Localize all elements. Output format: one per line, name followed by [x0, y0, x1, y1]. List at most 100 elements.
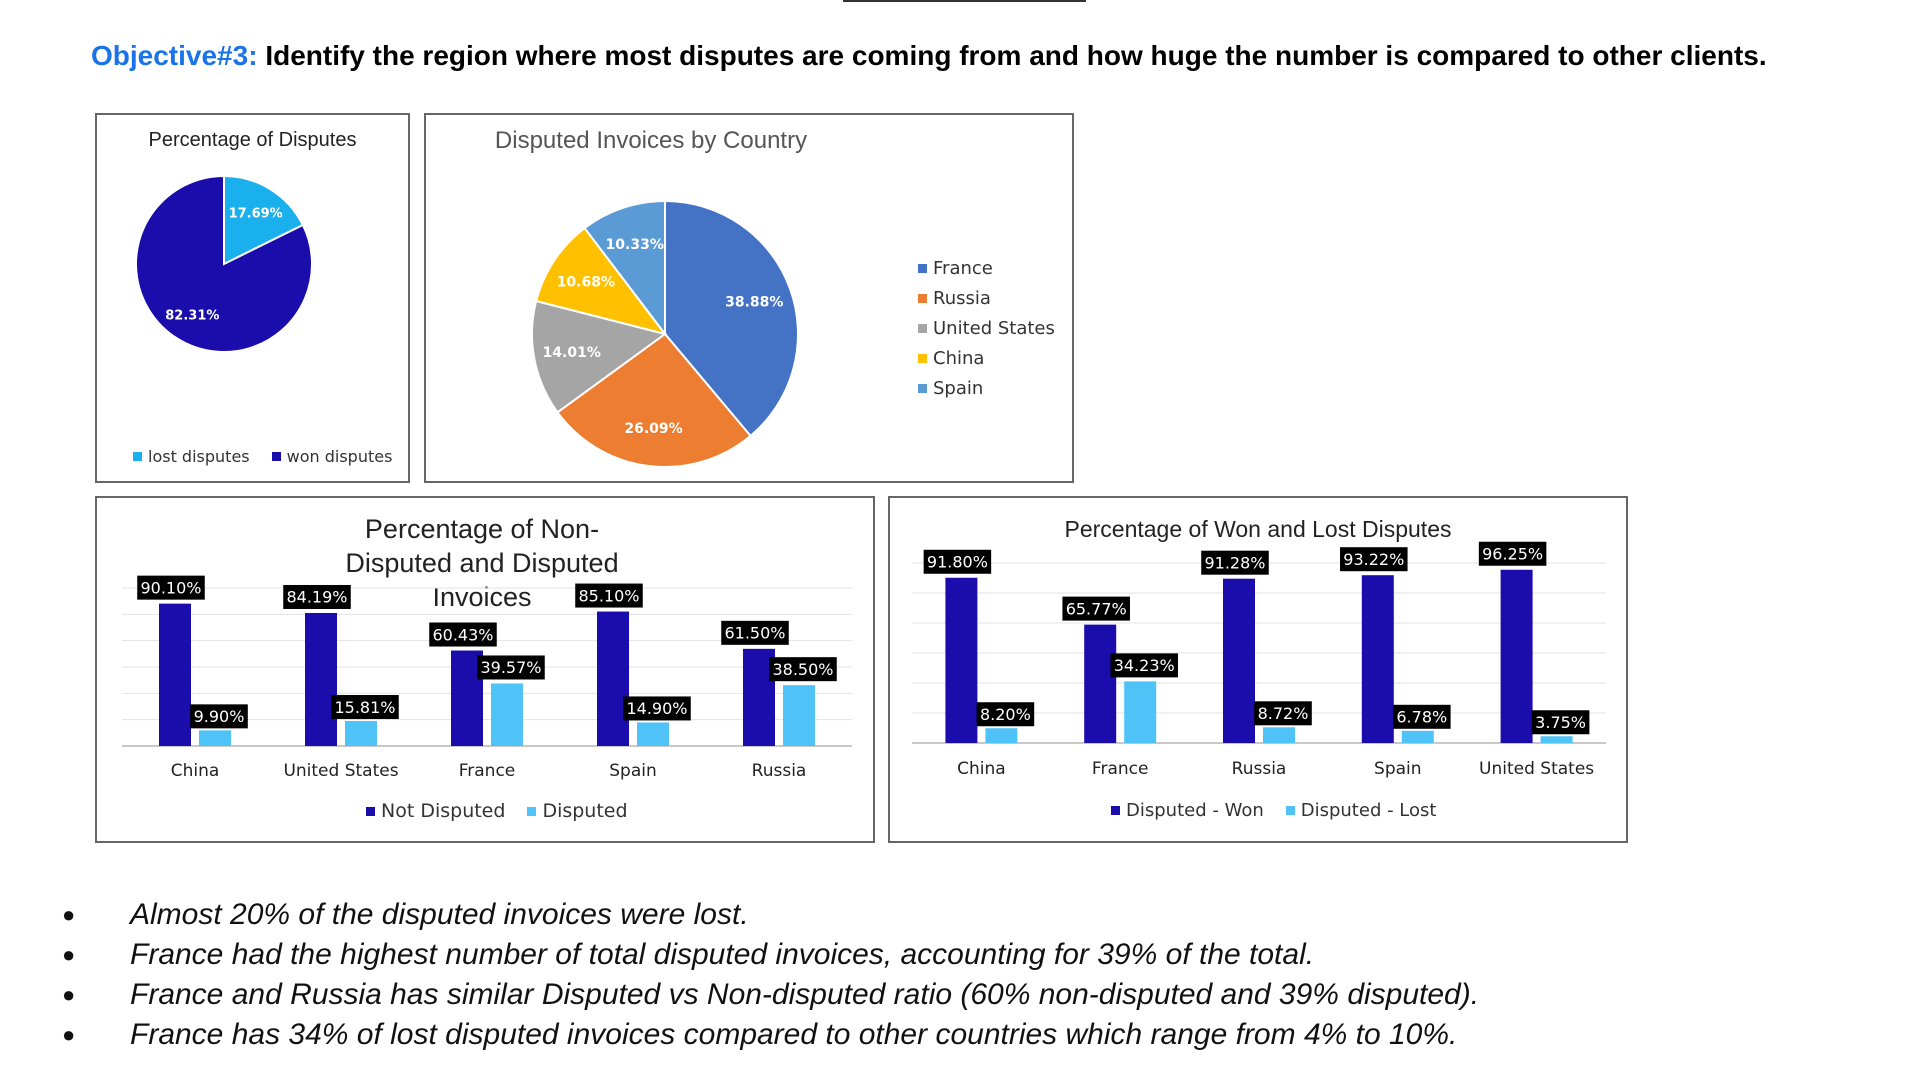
bar-disputed-lost-france: [1124, 681, 1157, 743]
top-rule: [843, 0, 1086, 2]
category-label-france: France: [1092, 759, 1149, 779]
legend-item-france: France: [918, 258, 1055, 279]
chart-title: Percentage of Non-Disputed and Disputed …: [345, 514, 619, 612]
category-label-spain: Spain: [1374, 759, 1422, 779]
data-label-box: [976, 702, 1035, 727]
data-label-disputed-lost-china: 8.20%: [976, 702, 1035, 727]
legend-label: lost disputes: [148, 447, 250, 466]
data-label-text: 15.81%: [334, 698, 395, 717]
data-label-text: 65.77%: [1066, 599, 1127, 618]
slice-label-china: 10.68%: [557, 274, 615, 290]
legend-swatch: [918, 324, 927, 333]
legend-item-not-disputed: Not Disputed: [366, 800, 505, 822]
legend-label: Disputed: [542, 800, 628, 822]
chart-title: Disputed Invoices by Country: [494, 127, 808, 154]
category-label-russia: Russia: [1232, 759, 1287, 779]
legend-item-united-states: United States: [918, 318, 1055, 339]
data-label-box: [769, 657, 837, 682]
pie-slice-china: [534, 226, 668, 336]
legend-swatch: [1285, 806, 1295, 815]
data-label-box: [477, 655, 545, 680]
data-label-disputed-lost-russia: 8.72%: [1254, 701, 1312, 726]
data-label-box: [429, 622, 497, 647]
slice-label-russia: 26.09%: [624, 421, 682, 437]
bar-disputed-lost-russia: [1263, 727, 1295, 743]
chart-legend: France Russia United States China Spain: [918, 258, 1055, 408]
category-label-china: China: [957, 759, 1006, 779]
legend-label: Disputed - Won: [1126, 800, 1264, 821]
bar-disputed-won-spain: [1361, 575, 1394, 743]
insight-item: France has 34% of lost disputed invoices…: [58, 1015, 1479, 1055]
insight-item: Almost 20% of the disputed invoices were…: [58, 895, 1479, 935]
data-label-text: 34.23%: [1114, 656, 1175, 675]
data-label-disputed-france: 39.57%: [477, 655, 545, 680]
data-label-text: 8.72%: [1258, 704, 1309, 723]
data-label-text: 61.50%: [724, 624, 785, 643]
data-label-disputed-lost-france: 34.23%: [1110, 653, 1178, 678]
data-label-box: [283, 584, 351, 609]
data-label-disputed-china: 9.90%: [190, 704, 248, 729]
insight-item: France and Russia has similar Disputed v…: [58, 975, 1479, 1015]
legend-swatch: [918, 264, 927, 273]
data-label-text: 39.57%: [480, 658, 541, 677]
pie-chart-percentage-of-disputes: Percentage of Disputes 17.69% 82.31% lost…: [95, 113, 410, 483]
bar-disputed-china: [199, 730, 231, 746]
legend-label: Not Disputed: [381, 800, 506, 822]
bar-disputed-france: [491, 683, 523, 746]
slice-label-won-disputes: 82.31%: [165, 309, 219, 324]
bar-disputed-lost-spain: [1401, 730, 1434, 743]
legend-swatch: [271, 452, 281, 461]
legend-swatch: [1111, 806, 1120, 815]
data-label-box: [1062, 596, 1130, 621]
data-label-disputed-won-spain: 93.22%: [1340, 547, 1408, 572]
data-label-box: [137, 575, 205, 600]
data-label-disputed-lost-united-states: 3.75%: [1531, 710, 1590, 735]
data-label-text: 91.28%: [1204, 553, 1265, 572]
bar-chart-svg: China 90.10% 9.90% United States 84.19% 15.81…: [122, 575, 852, 781]
slice-label-lost-disputes: 17.69%: [229, 207, 283, 222]
legend-swatch: [133, 452, 142, 461]
bar-disputed-won-united-states: [1500, 569, 1533, 743]
data-label-disputed-spain: 14.90%: [623, 696, 691, 721]
bar-disputed-russia: [783, 685, 815, 746]
legend-label: Russia: [933, 288, 991, 309]
chart-title: Percentage of Won and Lost Disputes: [1064, 516, 1452, 542]
data-label-box: [1201, 550, 1269, 575]
pie-chart-svg: 17.69% 82.31%: [135, 174, 313, 353]
data-label-text: 38.50%: [772, 660, 833, 679]
data-label-text: 93.22%: [1343, 550, 1404, 569]
data-label-text: 6.78%: [1396, 708, 1447, 727]
data-label-box: [331, 695, 399, 720]
chart-legend: Disputed - Won Disputed - Lost: [1111, 800, 1436, 821]
legend-item-russia: Russia: [918, 288, 1055, 309]
legend-item-china: China: [918, 348, 1055, 369]
bar-chart-won-vs-lost: Percentage of Won and Lost Disputes Chin…: [888, 496, 1628, 843]
insight-item: France had the highest number of total d…: [58, 935, 1479, 975]
legend-label: China: [933, 348, 985, 369]
data-label-box: [190, 704, 248, 729]
page-heading: Objective#3: Identify the region where m…: [91, 40, 1767, 72]
pie-slice-russia: [556, 332, 752, 468]
data-label-disputed-lost-spain: 6.78%: [1393, 704, 1451, 729]
data-label-box: [923, 549, 992, 574]
data-label-box: [1110, 653, 1178, 678]
data-label-disputed-won-china: 91.80%: [923, 549, 992, 574]
chart-legend: lost disputes won disputes: [133, 447, 392, 466]
legend-item-lost-disputes: lost disputes: [133, 447, 250, 466]
legend-label: United States: [933, 318, 1055, 339]
data-label-box: [1531, 710, 1590, 735]
objective-label: Objective#3:: [91, 40, 258, 71]
data-label-text: 3.75%: [1535, 713, 1586, 732]
data-label-box: [575, 583, 643, 608]
data-label-text: 60.43%: [432, 625, 493, 644]
pie-slice-france: [664, 199, 799, 438]
legend-swatch: [918, 384, 927, 393]
data-label-text: 9.90%: [194, 707, 245, 726]
bar-disputed-united-states: [345, 721, 377, 746]
category-label-spain: Spain: [609, 761, 657, 781]
chart-legend: Not Disputed Disputed: [366, 800, 628, 822]
data-label-disputed-won-russia: 91.28%: [1201, 550, 1269, 575]
bar-chart-non-disputed-vs-disputed: Percentage of Non-Disputed and Disputed …: [95, 496, 875, 843]
data-label-text: 85.10%: [578, 586, 639, 605]
pie-chart-disputed-by-country: Disputed Invoices by Country 38.88% 26.09…: [424, 113, 1074, 483]
